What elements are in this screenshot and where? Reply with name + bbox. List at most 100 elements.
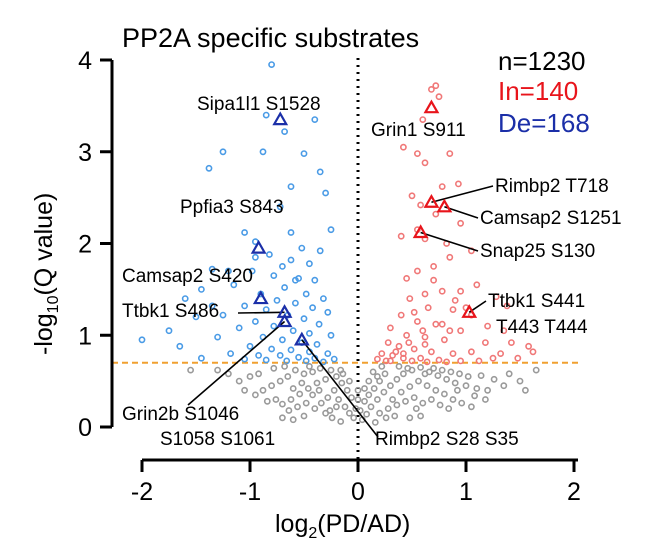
point-in-74 [399, 350, 407, 357]
point-de-34 [291, 299, 299, 307]
point-de-10 [322, 189, 329, 197]
point-de-72 [138, 336, 146, 344]
point-de-57 [287, 346, 295, 354]
point-ns-104 [382, 414, 390, 422]
point-ns-28 [324, 394, 332, 401]
point-ns-80 [241, 386, 248, 394]
point-in-69 [438, 320, 446, 328]
point-ns-17 [276, 377, 284, 385]
point-ns-4 [348, 394, 355, 401]
point-ns-90 [421, 370, 429, 378]
y-axis-label: -log10(Q value) [30, 193, 62, 355]
point-in-1 [435, 93, 443, 101]
label-rimbp2-s28: Rimbp2 S28 S35 [375, 429, 519, 450]
point-ns-125 [471, 392, 478, 400]
point-in-40 [421, 333, 429, 341]
point-ns-36 [363, 410, 370, 418]
point-de-73 [165, 327, 173, 335]
point-ns-84 [305, 362, 313, 370]
point-ns-131 [417, 412, 424, 420]
highlight-marker-4 [276, 313, 293, 328]
point-de-65 [330, 355, 338, 363]
point-in-48 [427, 348, 435, 356]
point-de-37 [262, 306, 270, 313]
point-ns-118 [289, 385, 297, 392]
point-in-33 [397, 311, 405, 319]
leader-line-0 [237, 311, 285, 314]
y-tick-label-1: 1 [78, 322, 92, 350]
point-ns-3 [343, 386, 351, 394]
point-ns-120 [419, 399, 427, 407]
point-ns-114 [373, 373, 381, 380]
point-de-79 [291, 276, 299, 284]
y-axis-label-main: -log [30, 313, 58, 355]
point-ns-56 [397, 388, 405, 396]
y-tick-label-2: 2 [78, 231, 92, 259]
point-de-55 [246, 342, 254, 350]
point-ns-19 [259, 386, 267, 394]
point-de-17 [316, 247, 324, 255]
x-axis-ticks: -2 -1 0 1 2 [131, 460, 581, 506]
point-de-33 [273, 296, 281, 304]
chart-title: PP2A specific substrates [122, 23, 419, 53]
point-in-30 [424, 304, 432, 312]
point-in-44 [525, 342, 532, 350]
point-ns-29 [317, 399, 325, 407]
point-ns-103 [371, 418, 379, 426]
point-ns-58 [415, 377, 422, 385]
point-de-44 [270, 322, 278, 330]
label-ttbk1-s486: Ttbk1 S486 [122, 301, 219, 322]
point-ns-61 [440, 390, 448, 398]
point-ns-71 [294, 403, 301, 411]
point-in-29 [406, 295, 414, 302]
point-de-36 [309, 304, 316, 312]
point-ns-65 [376, 409, 383, 417]
point-ns-24 [296, 390, 304, 398]
point-de-41 [300, 315, 308, 323]
point-ns-1 [332, 373, 340, 380]
point-ns-111 [339, 370, 347, 378]
x-axis-label-tail: (PD/AD) [317, 510, 410, 538]
point-de-62 [276, 351, 284, 359]
point-ns-40 [386, 382, 394, 390]
point-in-31 [449, 306, 457, 313]
point-in-64 [423, 358, 431, 366]
y-axis-ticks: 0 1 2 3 4 [78, 47, 112, 442]
label-ttbk1-sites: T443 T444 [496, 317, 588, 338]
point-ns-74 [263, 397, 271, 405]
point-ns-38 [373, 396, 381, 403]
point-de-21 [208, 265, 216, 273]
point-ns-23 [304, 385, 312, 392]
point-de-75 [208, 302, 216, 310]
point-de-69 [283, 357, 291, 365]
label-camsap2-s1251: Camsap2 S1251 [480, 208, 622, 229]
point-ns-110 [345, 377, 353, 385]
leader-line-2 [301, 339, 379, 438]
point-ns-18 [268, 382, 275, 390]
x-tick-label-1: -1 [239, 478, 261, 506]
point-ns-94 [456, 370, 463, 378]
point-ns-115 [315, 386, 323, 394]
point-in-65 [443, 358, 450, 366]
point-de-31 [319, 295, 327, 302]
point-in-78 [446, 327, 454, 335]
label-sipa1l1: Sipa1l1 S1528 [197, 94, 321, 115]
point-ns-98 [505, 370, 513, 378]
point-ns-66 [384, 405, 392, 412]
point-de-14 [287, 229, 295, 236]
y-axis-label-subscript: 10 [45, 295, 62, 313]
point-ns-31 [335, 396, 342, 403]
point-de-77 [224, 267, 232, 275]
point-de-6 [300, 150, 308, 157]
highlight-marker-8 [436, 198, 453, 213]
point-de-9 [287, 183, 295, 190]
point-in-41 [440, 336, 448, 344]
point-de-3 [311, 116, 319, 123]
point-in-50 [467, 348, 475, 356]
point-ns-83 [281, 362, 288, 370]
x-tick-label-2: 0 [351, 478, 365, 506]
point-ns-12 [316, 364, 324, 372]
point-in-19 [446, 253, 454, 261]
point-ns-16 [284, 373, 292, 380]
point-ns-46 [434, 372, 442, 379]
